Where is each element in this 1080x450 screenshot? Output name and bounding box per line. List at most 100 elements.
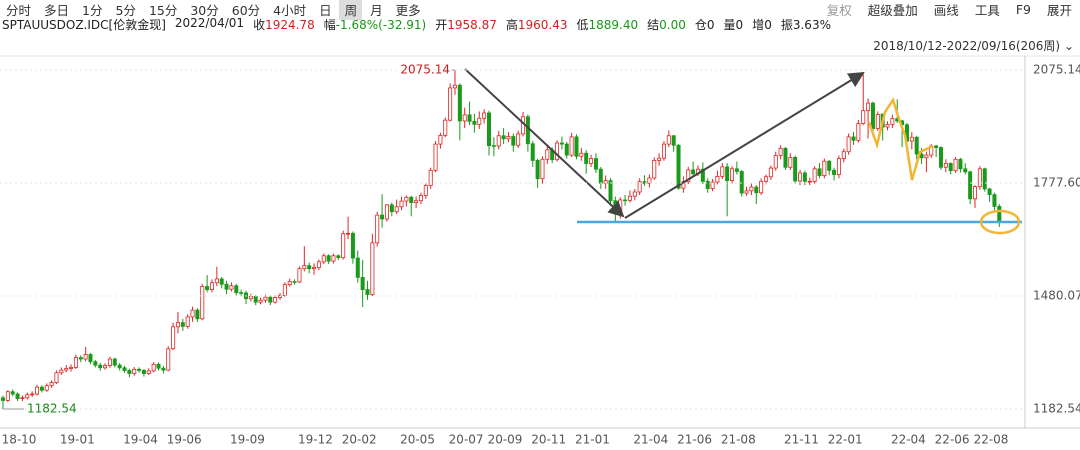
info-item: SPTAUUSDOZ.IDC[伦敦金现] xyxy=(2,16,166,33)
info-item: 量0 xyxy=(724,16,744,33)
candle-body xyxy=(720,166,725,177)
info-label: 结 xyxy=(647,18,660,32)
candle-body xyxy=(73,357,78,368)
candle-body xyxy=(661,143,666,159)
candle-body xyxy=(428,169,433,186)
y-tick-label: 1480.07 xyxy=(1033,289,1080,303)
period-tab[interactable]: 日 xyxy=(319,3,332,18)
info-label: 幅 xyxy=(323,18,336,32)
candle-body xyxy=(691,169,696,175)
candle-body xyxy=(968,171,973,200)
info-item: 低1889.40 xyxy=(577,16,639,33)
candle-body xyxy=(10,391,15,395)
candle-body xyxy=(564,143,569,156)
candle-body xyxy=(122,367,127,371)
candle-body xyxy=(768,167,773,178)
candle-body xyxy=(836,158,841,175)
candle-body xyxy=(749,186,754,192)
candle-body xyxy=(224,283,229,290)
candle-body xyxy=(462,114,467,122)
candle-body xyxy=(146,370,151,374)
candle-body xyxy=(914,136,919,155)
candle-body xyxy=(346,232,351,235)
candle-body xyxy=(180,322,185,327)
period-tabs: 分时 多日 1分 5分 15分 30分 60分 4小时日周月更多 xyxy=(0,0,428,20)
period-tab[interactable]: 15分 xyxy=(148,3,178,18)
x-tick-label: 22-08 xyxy=(974,433,1009,447)
x-tick-label: 21-11 xyxy=(784,433,819,447)
info-value: 0 xyxy=(706,18,715,32)
period-tab[interactable]: 4小时 xyxy=(273,3,307,18)
period-tab[interactable]: 多日 xyxy=(44,3,70,18)
period-tab[interactable]: 月 xyxy=(370,3,383,18)
trend-arrow xyxy=(624,71,865,219)
candle-body xyxy=(350,232,355,259)
period-tab[interactable]: 5分 xyxy=(115,3,136,18)
candle-body xyxy=(263,296,268,301)
candle-body xyxy=(589,158,594,164)
candle-body xyxy=(219,278,224,285)
x-tick-label: 20-07 xyxy=(449,433,484,447)
candle-body xyxy=(326,255,331,262)
x-tick-label: 21-08 xyxy=(721,433,756,447)
candle-body xyxy=(127,370,132,374)
tool-button[interactable]: 复权 xyxy=(826,3,852,18)
candle-body xyxy=(88,354,93,363)
x-tick-label: 19-09 xyxy=(230,433,265,447)
info-label: 仓 xyxy=(694,18,707,32)
candle-body xyxy=(214,278,219,284)
tool-button[interactable]: 工具 xyxy=(974,3,1000,18)
period-tab[interactable]: 30分 xyxy=(190,3,219,18)
candle-body xyxy=(652,160,657,179)
zigzag xyxy=(867,97,934,181)
info-item: 开1958.87 xyxy=(435,16,497,33)
period-tab[interactable]: 60分 xyxy=(231,3,261,18)
info-value: 1958.87 xyxy=(447,18,497,32)
y-tick-label: 1182.54 xyxy=(1033,402,1080,416)
tool-button[interactable]: 超级叠加 xyxy=(867,3,918,18)
candle-body xyxy=(49,382,54,387)
candle-body xyxy=(39,386,44,391)
candle-body xyxy=(977,168,982,188)
candle-body xyxy=(0,397,6,401)
candle-body xyxy=(482,112,487,119)
info-value: 0 xyxy=(764,18,772,32)
candle-body xyxy=(341,233,346,259)
candle-body xyxy=(574,136,579,157)
info-label: SPTAUUSDOZ.IDC[伦敦金现] xyxy=(2,18,166,32)
candle-body xyxy=(78,357,83,360)
candle-body xyxy=(365,289,370,295)
period-tab[interactable]: 分时 xyxy=(6,3,32,18)
period-tab[interactable]: 更多 xyxy=(395,3,421,18)
candle-body xyxy=(909,136,914,142)
period-tab[interactable]: 周 xyxy=(338,0,363,20)
candle-body xyxy=(433,143,438,171)
candle-body xyxy=(486,112,491,147)
x-tick-label: 21-06 xyxy=(677,433,712,447)
candle-body xyxy=(943,163,948,168)
candle-body xyxy=(44,385,49,391)
candle-body xyxy=(443,119,448,136)
tool-button[interactable]: 画线 xyxy=(933,3,959,18)
date-range[interactable]: 2018/10/12-2022/09/16(206周) ⌄ xyxy=(873,39,1074,53)
candle-body xyxy=(793,157,798,182)
trend-arrow xyxy=(464,68,625,218)
x-tick-label: 20-02 xyxy=(342,433,377,447)
candle-body xyxy=(569,136,574,156)
candle-body xyxy=(827,160,832,171)
highlight-circle xyxy=(979,209,1021,235)
y-tick-label: 2075.14 xyxy=(1033,63,1080,77)
candle-body xyxy=(404,196,409,202)
candle-body xyxy=(394,206,399,213)
candle-body xyxy=(229,285,234,290)
tool-button[interactable]: F9 xyxy=(1015,2,1031,17)
tool-button[interactable]: 展开 xyxy=(1046,3,1072,18)
candle-body xyxy=(54,372,59,384)
candle-body xyxy=(734,168,739,172)
period-tab[interactable]: 1分 xyxy=(82,3,103,18)
candle-body xyxy=(559,142,564,145)
candle-body xyxy=(292,281,297,283)
candle-body xyxy=(297,268,302,283)
x-tick-label: 21-01 xyxy=(575,433,610,447)
candle-body xyxy=(477,117,482,125)
